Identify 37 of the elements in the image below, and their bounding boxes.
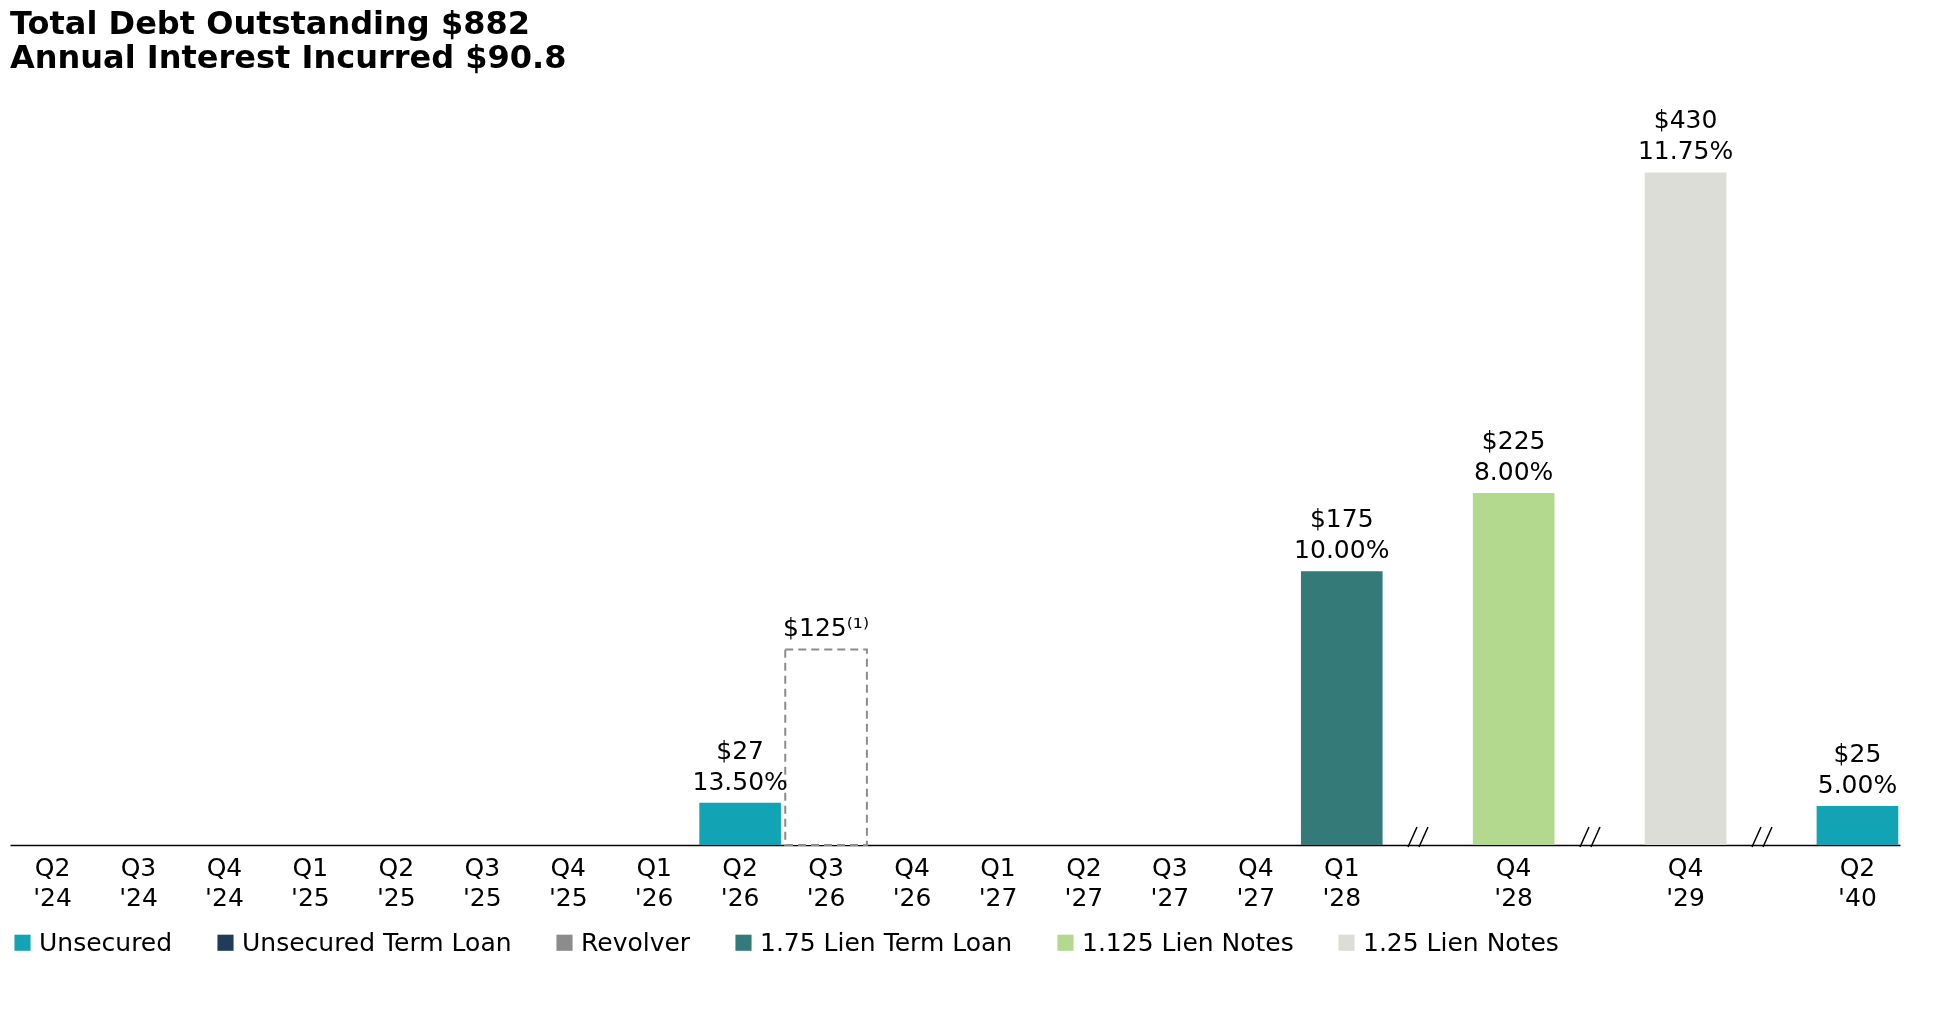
legend-label: 1.25 Lien Notes	[1363, 927, 1559, 957]
x-tick-label: Q4 '24	[205, 852, 244, 912]
x-tick-label: Q2 '40	[1838, 852, 1877, 912]
data-label: $125⁽¹⁾	[783, 613, 870, 643]
x-tick-label: Q3 '25	[462, 852, 502, 912]
x-tick-label: Q1 '28	[1322, 852, 1362, 912]
bar	[1472, 493, 1555, 845]
data-label: $225 8.00%	[1473, 426, 1554, 487]
x-tick-label: Q1 '27	[978, 852, 1018, 912]
x-tick-label: Q1 '26	[634, 852, 674, 912]
legend-label: Unsecured	[39, 927, 173, 957]
bar	[1644, 172, 1727, 845]
x-tick-label: Q4 '26	[892, 852, 932, 912]
bar	[1300, 571, 1383, 845]
x-tick-label: Q4 '29	[1666, 852, 1705, 912]
data-label: $27 13.50%	[692, 735, 788, 796]
legend-label: Unsecured Term Loan	[242, 927, 512, 957]
x-tick-label: Q4 '25	[548, 852, 588, 912]
data-label: $430 11.75%	[1637, 105, 1734, 166]
x-tick-label: Q3 '24	[119, 852, 158, 912]
x-tick-label: Q3 '26	[806, 852, 846, 912]
chart-title: Total Debt Outstanding $882	[10, 4, 530, 42]
x-tick-label: Q1 '25	[291, 852, 330, 912]
x-tick-label: Q4 '28	[1494, 852, 1534, 912]
data-label: $175 10.00%	[1294, 504, 1390, 565]
x-tick-label: Q2 '27	[1064, 852, 1104, 912]
legend-label: 1.75 Lien Term Loan	[760, 927, 1013, 957]
legend-label: Revolver	[581, 927, 691, 957]
bar	[1816, 805, 1899, 845]
bar	[699, 802, 781, 845]
data-label: $25 5.00%	[1817, 738, 1898, 799]
x-tick-label: Q2 '24	[33, 852, 72, 912]
legend-label: 1.125 Lien Notes	[1082, 927, 1294, 957]
x-tick-label: Q4 '27	[1236, 852, 1276, 912]
x-tick-label: Q3 '27	[1150, 852, 1190, 912]
x-tick-label: Q2 '26	[720, 852, 760, 912]
x-tick-label: Q2 '25	[376, 852, 416, 912]
